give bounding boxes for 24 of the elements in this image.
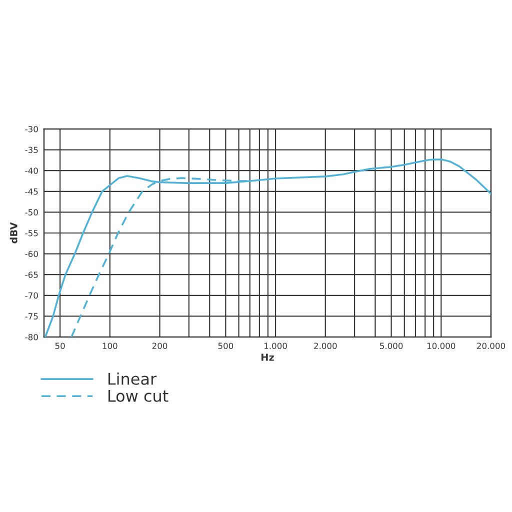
- x-tick-label: 5.000: [380, 342, 403, 350]
- x-tick-label: 200: [152, 342, 168, 350]
- y-tick-label: -75: [25, 313, 38, 320]
- legend-label: Low cut: [108, 390, 168, 402]
- x-tick-label: 10.000: [427, 342, 456, 350]
- y-tick-label: -45: [25, 188, 38, 195]
- x-tick-label: 1.000: [264, 342, 287, 350]
- x-axis-title: Hz: [261, 354, 274, 361]
- y-tick-label: -80: [25, 334, 38, 340]
- x-tick-label: 500: [218, 342, 234, 350]
- x-tick-label: 20.000: [477, 342, 506, 350]
- y-tick-label: -35: [25, 146, 38, 154]
- x-tick-label: 50: [55, 342, 65, 350]
- y-tick-label: -50: [25, 209, 38, 216]
- y-tick-label: -40: [25, 168, 38, 174]
- y-tick-label: -60: [25, 250, 38, 258]
- x-tick-label: 100: [102, 342, 118, 350]
- y-tick-label: -55: [25, 230, 38, 236]
- y-tick-label: -65: [25, 272, 38, 278]
- y-axis-title: dBV: [10, 222, 18, 244]
- y-tick-label: -70: [25, 292, 38, 299]
- legend-label: Linear: [108, 372, 157, 385]
- x-tick-label: 2.000: [314, 342, 337, 350]
- y-tick-label: -30: [25, 126, 38, 132]
